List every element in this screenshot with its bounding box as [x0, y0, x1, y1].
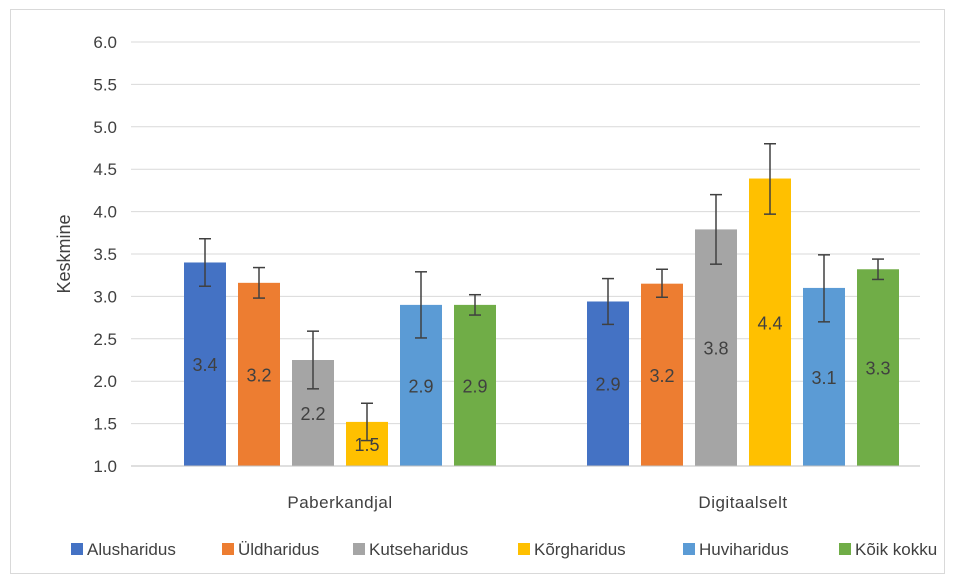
- y-axis-ticks: 1.0 1.5 2.0 2.5 3.0 3.5 4.0 4.5 5.0 5.5 6.0: [93, 33, 117, 476]
- bar: [695, 229, 737, 466]
- x-category-label: Paberkandjal: [287, 493, 392, 512]
- legend: Alusharidus Üldharidus Kutseharidus Kõrghar…: [71, 540, 937, 559]
- y-tick-label: 1.5: [93, 415, 117, 434]
- legend-label: Huviharidus: [699, 540, 789, 559]
- bar: [184, 262, 226, 466]
- legend-label: Kõik kokku: [855, 540, 937, 559]
- data-label: 4.4: [757, 313, 782, 333]
- legend-label: Kutseharidus: [369, 540, 468, 559]
- data-label: 3.8: [703, 339, 728, 359]
- legend-label: Üldharidus: [238, 540, 319, 559]
- y-tick-label: 4.5: [93, 160, 117, 179]
- legend-label: Kõrgharidus: [534, 540, 626, 559]
- data-label: 2.2: [300, 404, 325, 424]
- legend-swatch: [353, 543, 365, 555]
- x-category-label: Digitaalselt: [698, 493, 787, 512]
- data-label: 3.2: [649, 366, 674, 386]
- bar: [857, 269, 899, 466]
- legend-swatch: [71, 543, 83, 555]
- legend-swatch: [839, 543, 851, 555]
- data-label: 3.4: [192, 355, 217, 375]
- legend-swatch: [222, 543, 234, 555]
- data-label: 3.3: [865, 359, 890, 379]
- y-tick-label: 6.0: [93, 33, 117, 52]
- y-tick-label: 1.0: [93, 457, 117, 476]
- legend-label: Alusharidus: [87, 540, 176, 559]
- y-tick-label: 2.5: [93, 330, 117, 349]
- legend-swatch: [518, 543, 530, 555]
- bar: [238, 282, 280, 466]
- data-label: 3.2: [246, 365, 271, 385]
- data-labels: 3.4 2.9 3.2 3.2 2.2 3.8 1.5 4.4 2.9 3.1 2.9 3.3: [192, 313, 890, 455]
- y-tick-label: 4.0: [93, 203, 117, 222]
- y-axis-label: Keskmine: [54, 214, 74, 293]
- data-label: 1.5: [354, 435, 379, 455]
- data-label: 2.9: [408, 376, 433, 396]
- bar: [587, 301, 629, 466]
- bar: [641, 283, 683, 466]
- data-label: 2.9: [462, 376, 487, 396]
- y-tick-label: 2.0: [93, 372, 117, 391]
- bar: [454, 304, 496, 466]
- bar: [749, 178, 791, 466]
- y-tick-label: 3.5: [93, 245, 117, 264]
- y-tick-label: 3.0: [93, 287, 117, 306]
- y-tick-label: 5.0: [93, 118, 117, 137]
- x-axis-categories: Paberkandjal Digitaalselt: [287, 493, 787, 512]
- bars: [184, 178, 899, 466]
- data-label: 3.1: [811, 368, 836, 388]
- legend-swatch: [683, 543, 695, 555]
- error-bars: [199, 143, 884, 442]
- data-label: 2.9: [595, 375, 620, 395]
- y-tick-label: 5.5: [93, 75, 117, 94]
